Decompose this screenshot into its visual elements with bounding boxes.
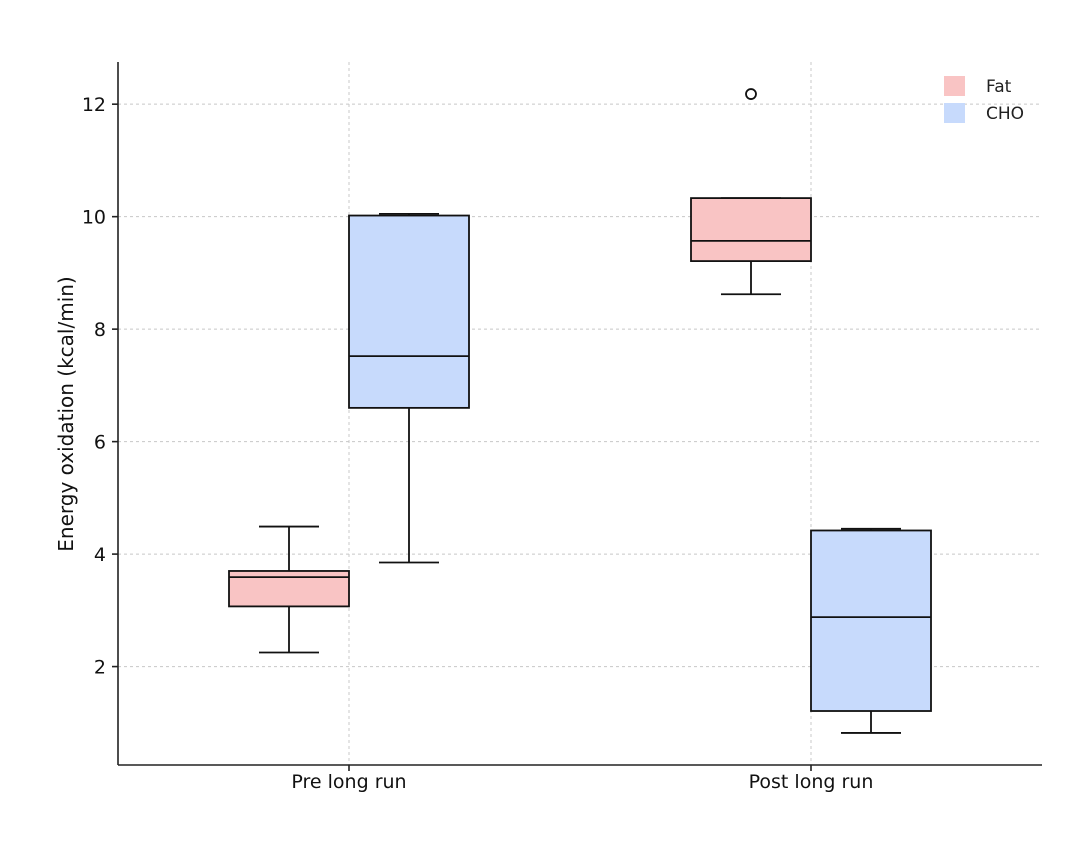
legend-swatch-fat (944, 76, 965, 96)
box-cho-1 (810, 527, 932, 734)
iqr-box (810, 529, 932, 712)
legend-label-cho: CHO (986, 104, 1024, 124)
y-tick-label: 10 (82, 207, 106, 229)
y-tick-label: 12 (82, 94, 106, 116)
iqr-box (690, 197, 812, 262)
box-fat-1 (690, 88, 812, 296)
box-fat-0 (228, 525, 350, 654)
x-tick-label: Post long run (749, 771, 874, 793)
x-tick-label: Pre long run (291, 771, 406, 793)
legend-label-fat: Fat (986, 77, 1012, 97)
y-tick-label: 2 (94, 657, 106, 679)
iqr-box (348, 214, 470, 409)
y-tick-label: 6 (94, 432, 106, 454)
y-tick-label: 8 (94, 319, 106, 341)
axes (117, 62, 1042, 766)
x-tick-labels: Pre long run Post long run (291, 765, 873, 793)
y-tick-label: 4 (94, 544, 106, 566)
box-plot-marks (228, 88, 932, 734)
box-cho-0 (348, 212, 470, 564)
legend-swatch-cho (944, 103, 965, 123)
legend: Fat CHO (944, 76, 1024, 124)
outlier-point (745, 88, 757, 100)
y-tick-labels: 2 4 6 8 10 12 (82, 94, 118, 679)
y-axis-label: Energy oxidation (kcal/min) (54, 276, 78, 551)
